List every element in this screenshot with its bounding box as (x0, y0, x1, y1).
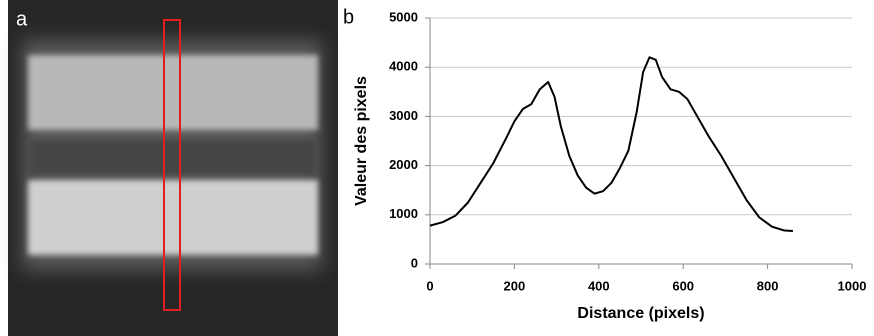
selection-box (163, 19, 181, 311)
panel-label: b (343, 6, 354, 28)
panel-label: a (16, 8, 28, 30)
x-tick-label: 1000 (838, 278, 867, 293)
y-tick-label: 5000 (389, 9, 418, 24)
x-tick-label: 800 (757, 278, 779, 293)
x-tick-label: 0 (426, 278, 433, 293)
x-tick-label: 200 (504, 278, 526, 293)
y-tick-label: 4000 (389, 59, 418, 74)
y-tick-label: 3000 (389, 108, 418, 123)
y-tick-label: 1000 (389, 206, 418, 221)
y-tick-label: 0 (411, 255, 418, 270)
x-tick-label: 400 (588, 278, 610, 293)
x-axis-title: Distance (pixels) (577, 305, 704, 322)
y-axis-title: Valeur des pixels (353, 76, 370, 206)
data-line (429, 56, 793, 233)
x-tick-label: 600 (672, 278, 694, 293)
y-tick-label: 2000 (389, 157, 418, 172)
micrograph: a (8, 0, 338, 336)
